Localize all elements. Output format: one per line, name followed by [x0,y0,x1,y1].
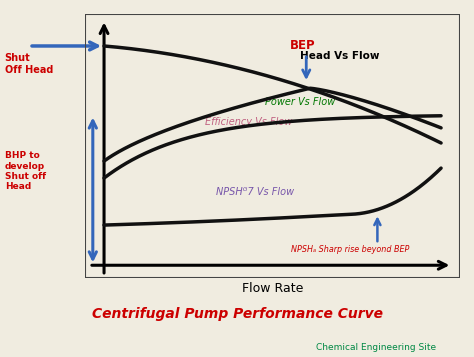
Text: Shut
Off Head: Shut Off Head [5,54,53,75]
Text: Chemical Engineering Site: Chemical Engineering Site [316,343,436,352]
Text: Centrifugal Pump Performance Curve: Centrifugal Pump Performance Curve [91,307,383,321]
Text: Power Vs Flow: Power Vs Flow [265,97,335,107]
Text: Head Vs Flow: Head Vs Flow [300,51,380,61]
Text: NPSHₐ Sharp rise beyond BEP: NPSHₐ Sharp rise beyond BEP [291,245,410,254]
Text: Efficiency Vs Flow: Efficiency Vs Flow [205,117,292,127]
Text: BEP: BEP [290,39,315,52]
Text: BHP to
develop
Shut off
Head: BHP to develop Shut off Head [5,151,46,191]
Text: NPSHᴳ7 Vs Flow: NPSHᴳ7 Vs Flow [216,187,294,197]
Text: Flow Rate: Flow Rate [242,282,303,295]
